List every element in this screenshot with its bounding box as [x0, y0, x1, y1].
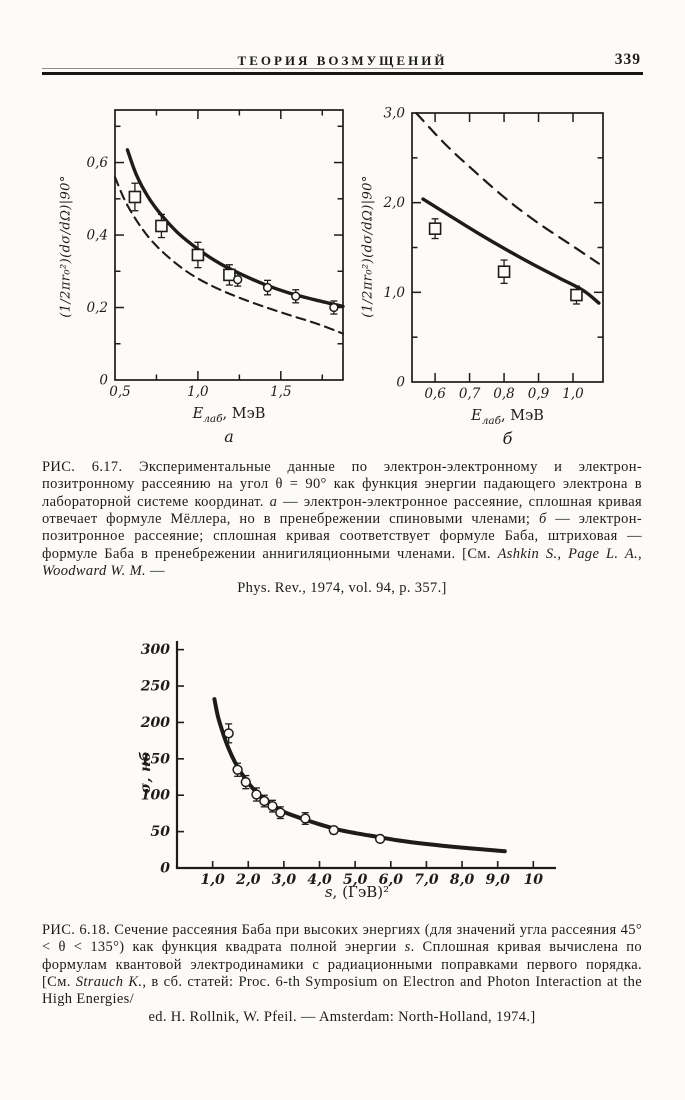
svg-text:50: 50 — [151, 824, 171, 840]
svg-text:0,7: 0,7 — [459, 386, 481, 402]
svg-text:4,0: 4,0 — [307, 872, 332, 888]
electron-electron-data-circles — [233, 274, 339, 313]
header-rule — [42, 72, 643, 75]
svg-text:2,0: 2,0 — [383, 195, 406, 211]
y-axis-label-6-17a: (1/2πr₀²)(dσ/dΩ)|90° — [58, 175, 74, 318]
svg-text:3,0: 3,0 — [384, 106, 406, 122]
page-number: 339 — [614, 51, 641, 68]
caption-figure-6-18: РИС. 6.18. Сечение рассеяния Баба при вы… — [42, 922, 642, 1026]
svg-text:0: 0 — [396, 375, 405, 391]
solid-curve-bhabha-formula — [421, 197, 601, 305]
svg-text:0: 0 — [99, 373, 108, 389]
chart-6-17b: 0,6 0,7 0,8 0,9 1,0 0 1,0 2,0 3,0 — [383, 106, 604, 403]
panel-label-b: б — [502, 429, 513, 448]
running-head-title: ТЕОРИЯ ВОЗМУЩЕНИЙ — [237, 53, 448, 68]
dashed-curve-bhabha-no-annihilation — [415, 111, 600, 265]
x-axis-label-6-17a: Eлаб, МэВ — [192, 406, 266, 425]
plot-frame — [114, 109, 344, 381]
axis-ticks — [115, 110, 343, 380]
svg-text:8,0: 8,0 — [450, 872, 475, 888]
chart-6-17a: 0,5 1,0 1,5 0 0,2 0,4 0,6 — [87, 109, 345, 400]
svg-text:300: 300 — [141, 642, 170, 658]
electron-positron-data-squares — [428, 222, 583, 302]
svg-text:1,0: 1,0 — [187, 384, 209, 400]
dashed-curve — [113, 175, 345, 335]
electron-electron-data-squares — [128, 190, 236, 282]
caption-text-run: ed. H. Rollnik, W. Pfeil. — Amsterdam: N… — [148, 1008, 536, 1025]
axis-ticks — [412, 113, 603, 382]
svg-text:6,0: 6,0 — [379, 872, 404, 888]
tick-labels: 1,0 2,0 3,0 4,0 5,0 6,0 7,0 8,0 9,0 1005010015020… — [140, 642, 544, 888]
tick-labels: 0,6 0,7 0,8 0,9 1,0 0 1,0 2,0 3,0 — [383, 106, 585, 403]
svg-text:9,0: 9,0 — [485, 872, 510, 888]
bhabha-cross-section-data — [223, 728, 386, 845]
plot-axes — [175, 641, 556, 870]
svg-text:1,5: 1,5 — [270, 384, 291, 400]
svg-text:250: 250 — [140, 679, 170, 695]
caption-text-run: РИС. 6.17. Экспериментальные данные по э… — [42, 459, 642, 510]
axis-ticks — [177, 648, 535, 868]
caption-text-run: — — [146, 563, 165, 580]
svg-text:0: 0 — [160, 861, 170, 877]
svg-text:0,8: 0,8 — [493, 386, 515, 402]
caption-text-run: Phys. Rev., 1974, vol. 94, p. 357.] — [237, 580, 447, 597]
svg-text:1,0: 1,0 — [200, 872, 225, 888]
tick-labels: 0,5 1,0 1,5 0 0,2 0,4 0,6 — [87, 155, 292, 400]
caption-6-18-reference-line: ed. H. Rollnik, W. Pfeil. — Amsterdam: N… — [42, 1009, 642, 1026]
caption-6-18-body: РИС. 6.18. Сечение рассеяния Баба при вы… — [42, 922, 642, 1007]
caption-text-run: . Сплошная кривая вычислена по формулам … — [42, 939, 643, 991]
error-bars-electron-positron-data-squares — [431, 218, 580, 305]
svg-text:200: 200 — [140, 715, 170, 731]
caption-italic-run: а — [269, 493, 278, 510]
svg-text:3,0: 3,0 — [272, 872, 297, 888]
svg-text:0,5: 0,5 — [109, 384, 130, 400]
svg-text:7,0: 7,0 — [414, 872, 439, 888]
svg-text:10: 10 — [524, 872, 544, 888]
solid-curve-qed-first-order — [212, 697, 507, 854]
x-axis-label-6-17b: Eлаб, МэВ — [471, 408, 544, 427]
svg-text:1,0: 1,0 — [562, 386, 584, 402]
svg-text:0,6: 0,6 — [87, 155, 109, 171]
y-axis-label-6-18: σ, нб — [138, 750, 154, 794]
svg-text:0,4: 0,4 — [87, 228, 108, 244]
svg-text:5,0: 5,0 — [343, 872, 368, 888]
caption-italic-run: б — [538, 511, 547, 528]
svg-text:1,0: 1,0 — [384, 285, 406, 301]
caption-6-17-reference-line: Phys. Rev., 1974, vol. 94, p. 357.] — [42, 580, 642, 597]
caption-6-17-body: РИС. 6.17. Экспериментальные данные по э… — [42, 459, 642, 579]
svg-text:150: 150 — [141, 751, 170, 767]
solid-curve-moller-no-spin-terms — [125, 148, 345, 309]
chart-6-18: 1,0 2,0 3,0 4,0 5,0 6,0 7,0 8,0 9,0 1005010015020… — [140, 641, 556, 888]
svg-text:2,0: 2,0 — [235, 872, 261, 888]
svg-text:0,6: 0,6 — [424, 386, 446, 402]
y-axis-label-6-17b: (1/2πr₀²)(dσ/dΩ)|90° — [360, 175, 376, 318]
caption-figure-6-17: РИС. 6.17. Экспериментальные данные по э… — [42, 459, 642, 598]
caption-italic-run: s — [404, 939, 411, 956]
svg-text:0,9: 0,9 — [528, 386, 550, 402]
caption-text-run: , в сб. статей: Proc. 6-th Symposium on … — [42, 974, 643, 1008]
caption-italic-run: Strauch K. — [75, 974, 143, 991]
x-axis-label-6-18: s, (ГэВ)² — [324, 883, 390, 901]
svg-text:0,2: 0,2 — [87, 300, 108, 316]
svg-text:100: 100 — [141, 788, 170, 804]
panel-label-a: а — [224, 427, 234, 446]
caption-text-run: — электрон-электронное рассеяние, сплошн… — [42, 493, 642, 528]
caption-text-run: — электрон-позитронное рассеяние; сплошн… — [42, 511, 643, 562]
caption-italic-run: Ashkin S., Page L. A., Woodward W. M. — [42, 545, 642, 580]
header-rule-ghost — [42, 68, 442, 70]
caption-text-run: РИС. 6.18. Сечение рассеяния Баба при вы… — [42, 922, 642, 956]
